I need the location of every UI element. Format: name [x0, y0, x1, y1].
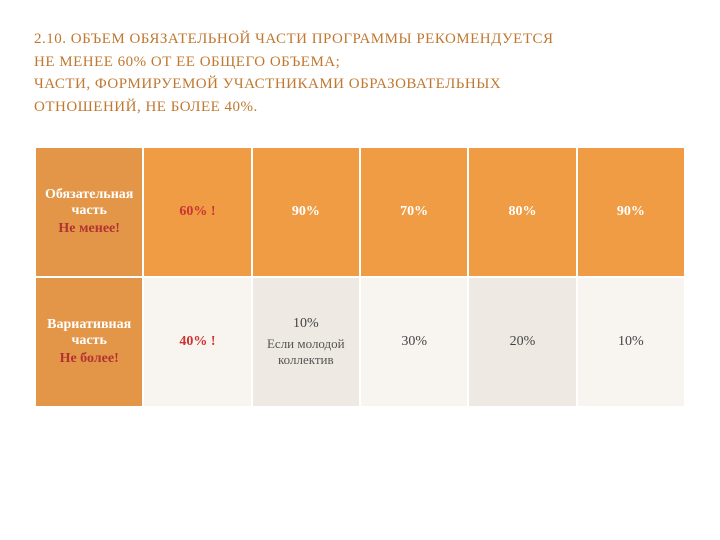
row-header-accent: Не более!	[36, 351, 142, 367]
title-line-2: НЕ МЕНЕЕ 60% ОТ ЕЕ ОБЩЕГО ОБЪЕМА;	[34, 54, 340, 70]
table-cell: 40% !	[143, 277, 251, 407]
table-cell: 90%	[577, 147, 685, 277]
slide-title: 2.10. ОБЪЕМ ОБЯЗАТЕЛЬНОЙ ЧАСТИ ПРОГРАММЫ…	[34, 28, 686, 118]
table-cell: 10% Если молодой коллектив	[252, 277, 360, 407]
table-cell: 90%	[252, 147, 360, 277]
cell-sub: Если молодой коллектив	[253, 336, 359, 368]
row-header-main: Вариативная часть	[36, 317, 142, 349]
table-cell: 10%	[577, 277, 685, 407]
program-table: Обязательная часть Не менее! 60% ! 90% 7…	[34, 146, 686, 408]
table-cell: 20%	[468, 277, 576, 407]
cell-value: 10%	[293, 316, 319, 331]
title-line-1: 2.10. ОБЪЕМ ОБЯЗАТЕЛЬНОЙ ЧАСТИ ПРОГРАММЫ…	[34, 31, 554, 47]
row-header: Обязательная часть Не менее!	[35, 147, 143, 277]
table-cell: 70%	[360, 147, 468, 277]
table-row: Вариативная часть Не более! 40% ! 10% Ес…	[35, 277, 685, 407]
table-cell: 30%	[360, 277, 468, 407]
row-header-accent: Не менее!	[36, 221, 142, 237]
table-cell: 80%	[468, 147, 576, 277]
title-line-3: ЧАСТИ, ФОРМИРУЕМОЙ УЧАСТНИКАМИ ОБРАЗОВАТ…	[34, 76, 501, 92]
table-row: Обязательная часть Не менее! 60% ! 90% 7…	[35, 147, 685, 277]
row-header-main: Обязательная часть	[36, 187, 142, 219]
table-cell: 60% !	[143, 147, 251, 277]
title-line-4: ОТНОШЕНИЙ, НЕ БОЛЕЕ 40%.	[34, 99, 258, 115]
row-header: Вариативная часть Не более!	[35, 277, 143, 407]
